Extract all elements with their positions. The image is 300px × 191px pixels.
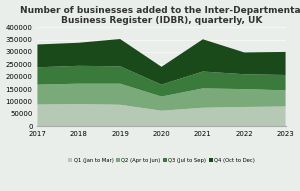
Legend: Q1 (Jan to Mar), Q2 (Apr to Jun), Q3 (Jul to Sep), Q4 (Oct to Dec): Q1 (Jan to Mar), Q2 (Apr to Jun), Q3 (Ju…: [66, 156, 257, 165]
Title: Number of businesses added to the Inter-Departmental
Business Register (IDBR), q: Number of businesses added to the Inter-…: [20, 6, 300, 25]
